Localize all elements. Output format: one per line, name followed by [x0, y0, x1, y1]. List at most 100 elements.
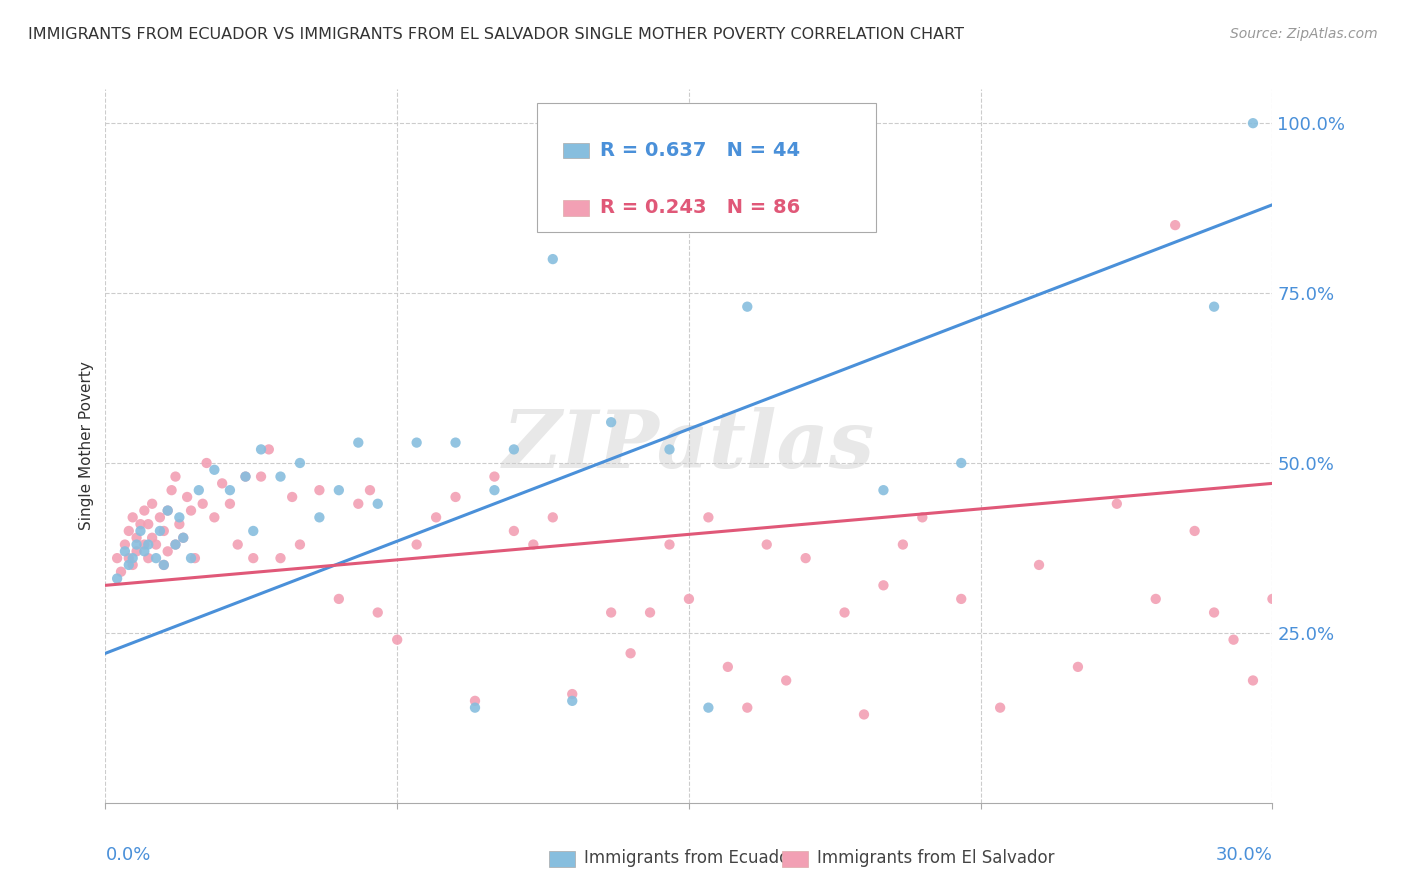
Point: [180, 551, 202, 566]
Point: [834, 606, 856, 620]
Point: [600, 606, 623, 620]
Point: [737, 700, 759, 714]
Point: [180, 503, 202, 517]
Point: [141, 497, 163, 511]
Point: [125, 531, 148, 545]
Point: [121, 551, 143, 566]
Point: [444, 490, 467, 504]
Point: [156, 544, 179, 558]
Point: [105, 572, 128, 586]
Point: [110, 565, 132, 579]
Point: [145, 551, 167, 566]
Point: [1164, 218, 1187, 232]
Text: Immigrants from Ecuador: Immigrants from Ecuador: [583, 849, 796, 867]
Point: [211, 476, 233, 491]
Text: R = 0.243   N = 86: R = 0.243 N = 86: [600, 198, 800, 217]
Text: Source: ZipAtlas.com: Source: ZipAtlas.com: [1230, 27, 1378, 41]
Point: [405, 537, 427, 551]
Point: [191, 497, 214, 511]
Point: [872, 483, 894, 498]
Point: [541, 510, 564, 524]
Point: [105, 551, 128, 566]
Point: [134, 503, 156, 517]
Point: [129, 517, 152, 532]
Point: [359, 483, 381, 498]
Point: [141, 531, 163, 545]
Point: [176, 490, 198, 504]
Point: [235, 469, 257, 483]
Point: [121, 558, 143, 572]
Point: [658, 537, 681, 551]
Point: [697, 700, 720, 714]
Point: [226, 537, 249, 551]
Point: [502, 524, 524, 538]
Point: [794, 551, 817, 566]
Point: [125, 544, 148, 558]
Point: [288, 456, 311, 470]
Point: [405, 435, 427, 450]
Point: [250, 442, 273, 457]
Point: [136, 517, 159, 532]
Point: [257, 442, 280, 457]
Point: [425, 510, 447, 524]
Point: [118, 551, 141, 566]
Point: [755, 537, 778, 551]
Point: [172, 531, 194, 545]
Point: [619, 646, 641, 660]
Point: [156, 503, 179, 517]
Point: [160, 483, 183, 498]
Point: [1144, 591, 1167, 606]
Point: [385, 632, 408, 647]
Point: [367, 606, 389, 620]
Point: [219, 497, 242, 511]
FancyBboxPatch shape: [537, 103, 876, 232]
Point: [134, 537, 156, 551]
Point: [202, 463, 225, 477]
Point: [1261, 591, 1284, 606]
Point: [872, 578, 894, 592]
Point: [502, 442, 524, 457]
Point: [950, 591, 973, 606]
Point: [561, 687, 583, 701]
Point: [911, 510, 934, 524]
Point: [1105, 497, 1128, 511]
Point: [367, 497, 389, 511]
Point: [202, 510, 225, 524]
Point: [814, 123, 837, 137]
Point: [737, 300, 759, 314]
Point: [121, 510, 143, 524]
Point: [697, 510, 720, 524]
Point: [169, 510, 191, 524]
Text: R = 0.637   N = 44: R = 0.637 N = 44: [600, 141, 800, 160]
Point: [184, 551, 207, 566]
Point: [219, 483, 242, 498]
Point: [561, 694, 583, 708]
Text: 30.0%: 30.0%: [1216, 846, 1272, 863]
Point: [347, 497, 370, 511]
Point: [145, 537, 167, 551]
Point: [134, 544, 156, 558]
Point: [165, 469, 187, 483]
Point: [152, 558, 174, 572]
Point: [114, 537, 136, 551]
Point: [658, 442, 681, 457]
Point: [169, 517, 191, 532]
Point: [308, 510, 330, 524]
Point: [1067, 660, 1090, 674]
Text: IMMIGRANTS FROM ECUADOR VS IMMIGRANTS FROM EL SALVADOR SINGLE MOTHER POVERTY COR: IMMIGRANTS FROM ECUADOR VS IMMIGRANTS FR…: [28, 27, 965, 42]
FancyBboxPatch shape: [562, 200, 589, 216]
Point: [269, 469, 292, 483]
Point: [950, 456, 973, 470]
Point: [717, 660, 740, 674]
Point: [678, 591, 700, 606]
Point: [308, 483, 330, 498]
Point: [600, 415, 623, 429]
Point: [242, 524, 264, 538]
Text: Immigrants from El Salvador: Immigrants from El Salvador: [817, 849, 1054, 867]
Text: 0.0%: 0.0%: [105, 846, 150, 863]
FancyBboxPatch shape: [548, 851, 575, 867]
Point: [125, 537, 148, 551]
FancyBboxPatch shape: [782, 851, 808, 867]
Point: [1222, 632, 1244, 647]
Point: [156, 503, 179, 517]
